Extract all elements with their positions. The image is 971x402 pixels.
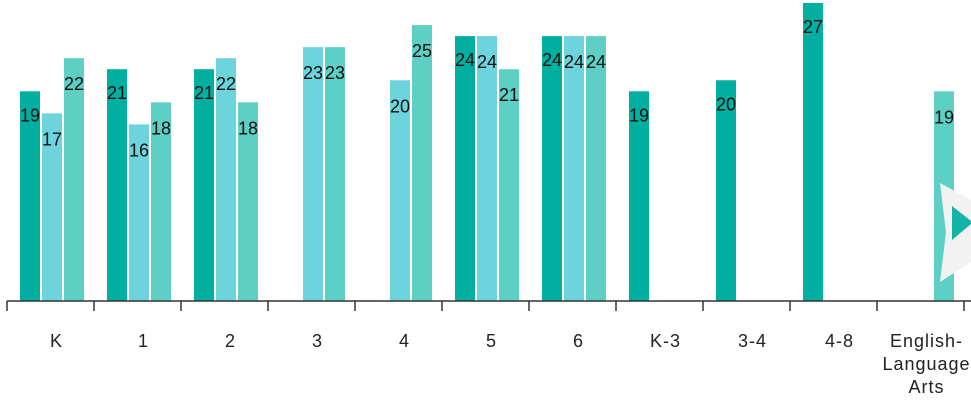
bar <box>499 69 519 301</box>
data-label: 22 <box>216 74 236 94</box>
x-tick-label: 4-8 <box>825 331 854 351</box>
x-axis-ticks <box>6 301 965 311</box>
data-label: 24 <box>477 52 497 72</box>
bar <box>390 80 410 301</box>
data-label: 25 <box>412 41 432 61</box>
x-tick-label: 3 <box>312 331 323 351</box>
data-label: 20 <box>716 94 736 114</box>
data-label: 21 <box>107 83 127 103</box>
data-label: 23 <box>325 63 345 83</box>
bar <box>325 47 345 301</box>
data-label: 20 <box>390 96 410 116</box>
bar <box>64 58 84 302</box>
data-label: 23 <box>303 63 323 83</box>
bars-group <box>20 3 954 302</box>
x-axis-tick-labels: K 1 2 3 4 5 6 K-3 3-4 4-8 English-Language Arts <box>50 331 970 397</box>
next-page-button[interactable] <box>940 183 971 282</box>
x-tick-label: K-3 <box>650 331 681 351</box>
x-tick-label: 4 <box>399 331 410 351</box>
data-label: 16 <box>129 140 149 160</box>
data-label: 22 <box>64 74 84 94</box>
data-label: 24 <box>564 52 584 72</box>
bar <box>542 36 562 301</box>
data-label: 24 <box>586 52 606 72</box>
bar <box>477 36 497 301</box>
x-tick-label: K <box>50 331 63 351</box>
play-arrow-icon <box>952 206 971 240</box>
bar <box>455 36 475 301</box>
data-label: 19 <box>20 105 40 125</box>
data-label: 24 <box>542 50 562 70</box>
bar <box>303 47 323 301</box>
bar <box>564 36 584 301</box>
x-tick-label: 6 <box>573 331 584 351</box>
data-label: 19 <box>934 107 954 127</box>
data-label: 21 <box>194 83 214 103</box>
data-label: 18 <box>238 118 258 138</box>
bar <box>129 124 149 301</box>
data-label: 19 <box>629 105 649 125</box>
x-tick-label: 3-4 <box>738 331 767 351</box>
bar <box>238 102 258 301</box>
data-label: 27 <box>803 17 823 37</box>
bar <box>716 80 736 301</box>
bar <box>629 91 649 301</box>
data-label: 24 <box>455 50 475 70</box>
x-tick-label: English-Language Arts <box>882 331 970 397</box>
x-tick-label: 1 <box>138 331 149 351</box>
x-tick-label: 2 <box>225 331 236 351</box>
bar <box>194 69 214 301</box>
bar <box>107 69 127 301</box>
data-label: 17 <box>42 129 62 149</box>
x-tick-label: 5 <box>486 331 497 351</box>
bar <box>412 25 432 302</box>
data-label: 18 <box>151 118 171 138</box>
bar <box>586 36 606 301</box>
bar <box>42 113 62 302</box>
bar <box>216 58 236 302</box>
bar <box>803 3 823 301</box>
bar <box>20 91 40 301</box>
bar <box>151 102 171 301</box>
data-label: 21 <box>499 85 519 105</box>
